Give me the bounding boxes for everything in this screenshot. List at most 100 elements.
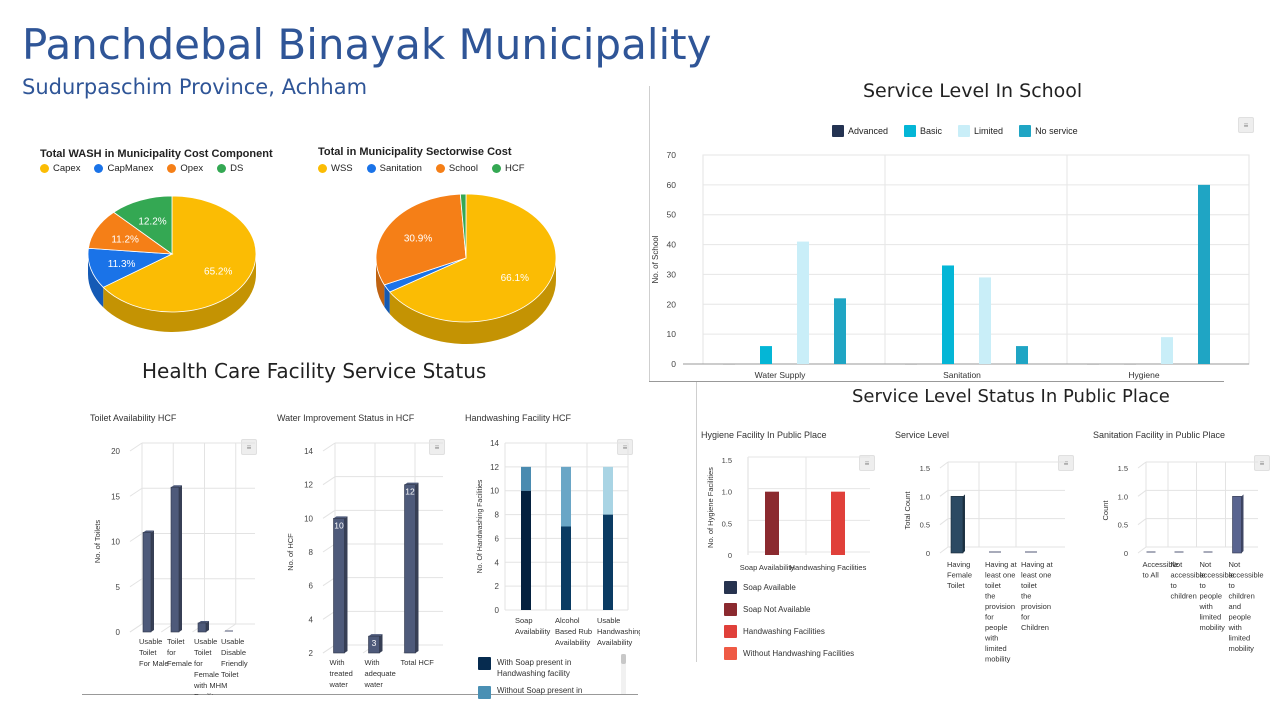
legend-label: Capex [53, 163, 81, 174]
legend-item[interactable]: Sanitation [366, 163, 422, 174]
chart-menu-button[interactable]: ≡ [859, 455, 875, 471]
pie-slice [102, 195, 257, 313]
gridline [322, 476, 336, 486]
pie-slice [389, 193, 557, 323]
legend-swatch-icon [904, 125, 917, 137]
y-tick-label: 8 [495, 511, 500, 520]
school-title: Service Level In School [863, 80, 1083, 102]
bar [142, 532, 152, 633]
y-tick-label: 1.5 [920, 464, 930, 473]
pie2-title: Total in Municipality Sectorwise Cost [318, 146, 512, 158]
legend-item[interactable]: HCF [491, 163, 525, 174]
bar-data-label: 12 [405, 487, 415, 497]
pie-slice-side [88, 254, 104, 308]
y-tick-label: 10 [490, 487, 499, 496]
bar-segment [603, 514, 613, 610]
handwash-title: Handwashing Facility HCF [465, 413, 572, 423]
legend-item[interactable]: No service [1019, 125, 1078, 137]
bar [1232, 496, 1242, 554]
x-tick-label: Soap Availability [740, 563, 795, 572]
bar-side [206, 620, 209, 632]
pie1-chart: 65.2% 11.3% 11.2% 12.2% [87, 195, 257, 333]
y-tick-label: 0.5 [1118, 521, 1128, 530]
x-tick-label: With adequate water [364, 658, 396, 689]
x-tick-label: Usable Toilet For Male [139, 637, 169, 668]
divider [82, 694, 638, 695]
sanitation-title: Sanitation Facility in Public Place [1093, 430, 1226, 440]
legend-item[interactable]: School [435, 163, 478, 174]
legend-label: Handwashing Facilities [743, 627, 825, 636]
x-tick-label: Hygiene [1128, 370, 1159, 380]
bar [197, 622, 207, 633]
legend-label: With Soap present in Handwashing facilit… [497, 658, 572, 678]
bar-side [344, 516, 348, 653]
y-axis-label: Count [1101, 500, 1110, 521]
legend-item[interactable]: Soap Not Available [724, 603, 854, 616]
legend-item[interactable]: Without Soap present in [478, 686, 618, 699]
scrollbar-thumb[interactable] [621, 654, 626, 664]
pie-slice-side [389, 258, 556, 344]
legend-dot-icon [40, 164, 49, 173]
gridline [322, 577, 336, 587]
bar-side [963, 494, 965, 553]
pie1-title: Total WASH in Municipality Cost Componen… [40, 148, 273, 160]
legend-item[interactable]: Handwashing Facilities [724, 625, 854, 638]
legend-item[interactable]: Opex [167, 163, 203, 174]
legend-item[interactable]: Limited [958, 125, 1003, 137]
bar [1124, 364, 1136, 365]
y-tick-label: 60 [667, 180, 677, 190]
divider [649, 381, 1224, 382]
legend-dot-icon [435, 164, 445, 173]
public-title: Service Level Status In Public Place [852, 386, 1170, 407]
pie-data-label: 65.2% [204, 267, 232, 278]
bar-side [179, 485, 182, 632]
gridline [129, 533, 143, 542]
gridline [1137, 518, 1147, 526]
x-tick-label: Handwashing Facilities [790, 563, 867, 572]
x-tick-label: Usable Disable Friendly Toilet [221, 637, 248, 679]
chart-menu-button[interactable]: ≡ [1238, 117, 1254, 133]
gridline [939, 461, 949, 469]
legend-label: Without Soap present in [497, 686, 583, 695]
hygiene-title: Hygiene Facility In Public Place [701, 430, 827, 440]
bar [723, 364, 735, 365]
legend-item[interactable]: Soap Available [724, 581, 854, 594]
legend-item[interactable]: DS [217, 163, 243, 174]
gridline [322, 644, 336, 654]
legend-item[interactable]: Basic [904, 125, 942, 137]
chart-menu-button[interactable]: ≡ [1254, 455, 1270, 471]
bar [979, 277, 991, 364]
legend-scrollbar[interactable] [621, 654, 626, 694]
legend-item[interactable]: Capex [40, 163, 80, 174]
x-tick-label: Total HCF [401, 658, 435, 667]
page-subtitle: Sudurpaschim Province, Achham [22, 75, 368, 99]
gridline [322, 610, 336, 620]
y-tick-label: 1.5 [722, 456, 732, 465]
pie-slice-side [376, 258, 385, 307]
handwash-legend: With Soap present in Handwashing facilit… [478, 657, 618, 708]
legend-item[interactable]: Advanced [832, 125, 888, 137]
pie-slice [375, 193, 467, 286]
legend-item[interactable]: WSS [318, 163, 353, 174]
x-tick-label: Soap Availability [515, 616, 551, 636]
chart-menu-button[interactable]: ≡ [1058, 455, 1074, 471]
y-tick-label: 4 [309, 615, 314, 624]
legend-item[interactable]: Without Handwashing Facilities [724, 647, 854, 660]
gridline [939, 546, 949, 554]
bar-side [415, 482, 419, 653]
y-tick-label: 2 [495, 582, 500, 591]
y-tick-label: 50 [667, 210, 677, 220]
bar [834, 298, 846, 364]
pie1-legend: Capex CapManex Opex DS [40, 163, 243, 174]
legend-swatch-icon [832, 125, 844, 137]
legend-item[interactable]: CapManex [94, 163, 153, 174]
bar-segment [561, 526, 571, 610]
divider [649, 86, 650, 382]
pie-slice [459, 193, 467, 259]
gridline [1137, 461, 1147, 469]
legend-item[interactable]: With Soap present in Handwashing facilit… [478, 657, 618, 679]
y-tick-label: 1.0 [1118, 492, 1128, 501]
pie2-legend: WSS Sanitation School HCF [318, 163, 525, 174]
